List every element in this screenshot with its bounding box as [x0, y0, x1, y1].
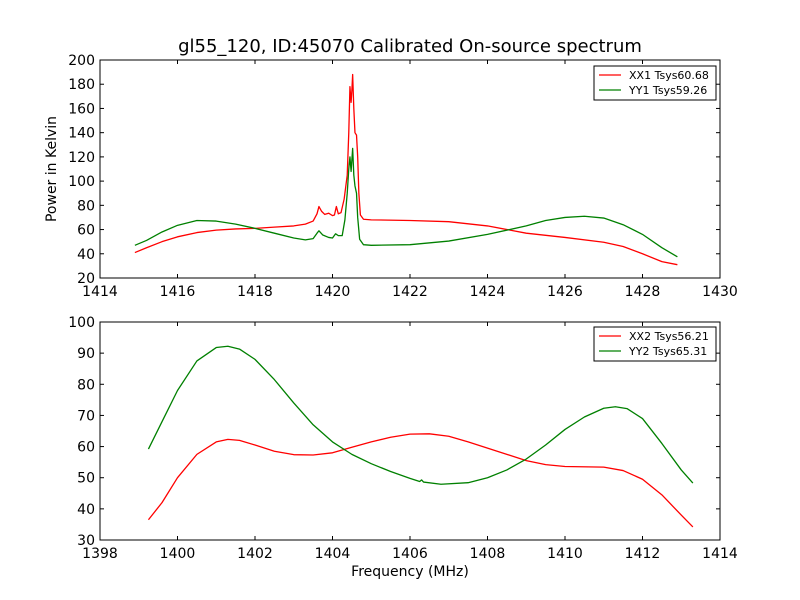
- top-panel: 1414 1416 1418 1420 1422 1424 1426 1428 1430 20 40…: [68, 53, 738, 300]
- bottom-y-tick-label: 80: [77, 377, 95, 393]
- chart-title: gl55_120, ID:45070 Calibrated On-source …: [178, 36, 642, 57]
- bottom-y-tick-label: 90: [77, 346, 95, 362]
- top-legend-label-2: YY1 Tsys59.26: [628, 84, 707, 97]
- bottom-x-tick-label: 1400: [160, 546, 196, 562]
- bottom-series-1-line: [147, 433, 694, 528]
- bottom-x-tick-label: 1402: [237, 546, 273, 562]
- bottom-series-2-line: [147, 345, 694, 485]
- top-y-tick-label: 60: [77, 223, 95, 239]
- bottom-y-tick-label: 30: [77, 533, 95, 549]
- top-x-tick-label: 1418: [237, 284, 273, 300]
- top-y-tick-label: 80: [77, 198, 95, 214]
- top-y-tick-label: 160: [68, 101, 95, 117]
- top-y-tick-label: 100: [68, 174, 95, 190]
- top-y-tick-label: 40: [77, 247, 95, 263]
- top-x-tick-label: 1428: [625, 284, 661, 300]
- bottom-y-tick-label: 60: [77, 440, 95, 456]
- bottom-x-tick-label: 1410: [547, 546, 583, 562]
- bottom-legend-label-2: YY2 Tsys65.31: [628, 345, 707, 358]
- top-y-tick-label: 120: [68, 150, 95, 166]
- bottom-y-tick-label: 40: [77, 502, 95, 518]
- bottom-x-tick-label: 1404: [315, 546, 351, 562]
- bottom-y-tick-label: 70: [77, 408, 95, 424]
- bottom-legend-box: [593, 326, 717, 362]
- bottom-x-axis-label: Frequency (MHz): [351, 564, 469, 580]
- top-series-2-line: [134, 147, 678, 258]
- top-x-tick-label: 1426: [547, 284, 583, 300]
- top-x-tick-label: 1420: [315, 284, 351, 300]
- top-y-axis-label: Power in Kelvin: [44, 116, 60, 222]
- bottom-y-tick-label: 50: [77, 471, 95, 487]
- top-y-tick-label: 180: [68, 77, 95, 93]
- bottom-x-tick-label: 1406: [392, 546, 428, 562]
- top-x-tick-label: 1416: [160, 284, 196, 300]
- top-x-tick-label: 1424: [470, 284, 506, 300]
- bottom-x-tick-label: 1408: [470, 546, 506, 562]
- top-series-1-line: [134, 73, 678, 266]
- top-legend-label-1: XX1 Tsys60.68: [629, 69, 709, 82]
- top-x-tick-label: 1430: [702, 284, 738, 300]
- bottom-legend-label-1: XX2 Tsys56.21: [629, 330, 709, 343]
- bottom-x-tick-label: 1398: [82, 546, 118, 562]
- bottom-legend: XX2 Tsys56.21 YY2 Tsys65.31: [593, 326, 717, 362]
- bottom-panel: 1398 1400 1402 1404 1406 1408 1410 1412 1414 30 40…: [68, 315, 738, 562]
- top-y-tick-label: 140: [68, 126, 95, 142]
- top-x-tick-label: 1422: [392, 284, 428, 300]
- bottom-x-tick-label: 1412: [625, 546, 661, 562]
- top-x-tick-label: 1414: [82, 284, 118, 300]
- top-y-tick-label: 200: [68, 53, 95, 69]
- top-legend: XX1 Tsys60.68 YY1 Tsys59.26: [593, 65, 717, 101]
- bottom-x-tick-label: 1414: [702, 546, 738, 562]
- top-y-tick-label: 20: [77, 271, 95, 287]
- bottom-y-tick-label: 100: [68, 315, 95, 331]
- top-legend-box: [593, 65, 717, 101]
